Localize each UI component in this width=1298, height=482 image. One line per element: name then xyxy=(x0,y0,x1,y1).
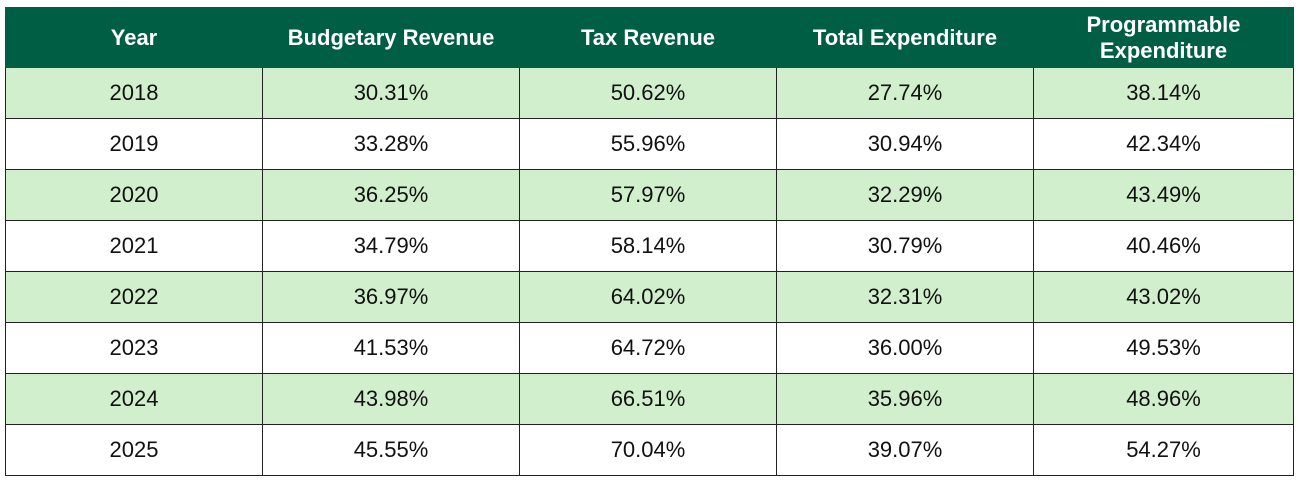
programmable-expenditure-cell: 42.34% xyxy=(1033,118,1294,170)
table-row: 2024 43.98% 66.51% 35.96% 48.96% xyxy=(5,373,1294,425)
budgetary-revenue-cell: 34.79% xyxy=(262,220,520,272)
tax-revenue-cell: 58.14% xyxy=(519,220,777,272)
table-row: 2019 33.28% 55.96% 30.94% 42.34% xyxy=(5,118,1294,170)
total-expenditure-cell: 35.96% xyxy=(776,373,1034,425)
budgetary-revenue-cell: 45.55% xyxy=(262,424,520,476)
year-cell: 2021 xyxy=(5,220,263,272)
programmable-expenditure-cell: 38.14% xyxy=(1033,67,1294,119)
table-body: 2018 30.31% 50.62% 27.74% 38.14% 2019 33.28% 55… xyxy=(5,67,1294,476)
tax-revenue-cell: 64.02% xyxy=(519,271,777,323)
tax-revenue-cell: 70.04% xyxy=(519,424,777,476)
column-header-tax-revenue: Tax Revenue xyxy=(519,7,777,68)
year-cell: 2019 xyxy=(5,118,263,170)
budgetary-revenue-cell: 41.53% xyxy=(262,322,520,374)
tax-revenue-cell: 50.62% xyxy=(519,67,777,119)
year-cell: 2020 xyxy=(5,169,263,221)
header-row: Year Budgetary Revenue Tax Revenue Total… xyxy=(5,7,1294,68)
column-header-budgetary-revenue: Budgetary Revenue xyxy=(262,7,520,68)
year-cell: 2025 xyxy=(5,424,263,476)
budgetary-revenue-cell: 36.25% xyxy=(262,169,520,221)
year-cell: 2023 xyxy=(5,322,263,374)
tax-revenue-cell: 55.96% xyxy=(519,118,777,170)
column-header-year: Year xyxy=(5,7,263,68)
table-row: 2025 45.55% 70.04% 39.07% 54.27% xyxy=(5,424,1294,476)
programmable-expenditure-cell: 54.27% xyxy=(1033,424,1294,476)
programmable-expenditure-cell: 43.02% xyxy=(1033,271,1294,323)
budgetary-revenue-cell: 43.98% xyxy=(262,373,520,425)
total-expenditure-cell: 39.07% xyxy=(776,424,1034,476)
table-row: 2023 41.53% 64.72% 36.00% 49.53% xyxy=(5,322,1294,374)
tax-revenue-cell: 57.97% xyxy=(519,169,777,221)
table-row: 2021 34.79% 58.14% 30.79% 40.46% xyxy=(5,220,1294,272)
total-expenditure-cell: 32.31% xyxy=(776,271,1034,323)
programmable-expenditure-cell: 40.46% xyxy=(1033,220,1294,272)
year-cell: 2018 xyxy=(5,67,263,119)
year-cell: 2024 xyxy=(5,373,263,425)
budgetary-revenue-cell: 30.31% xyxy=(262,67,520,119)
column-header-programmable-expenditure: Programmable Expenditure xyxy=(1033,7,1294,68)
tax-revenue-cell: 64.72% xyxy=(519,322,777,374)
tax-revenue-cell: 66.51% xyxy=(519,373,777,425)
total-expenditure-cell: 30.79% xyxy=(776,220,1034,272)
total-expenditure-cell: 27.74% xyxy=(776,67,1034,119)
table-row: 2022 36.97% 64.02% 32.31% 43.02% xyxy=(5,271,1294,323)
total-expenditure-cell: 30.94% xyxy=(776,118,1034,170)
budgetary-revenue-cell: 33.28% xyxy=(262,118,520,170)
budgetary-revenue-cell: 36.97% xyxy=(262,271,520,323)
programmable-expenditure-cell: 43.49% xyxy=(1033,169,1294,221)
data-table-container: Year Budgetary Revenue Tax Revenue Total… xyxy=(5,7,1294,476)
column-header-total-expenditure: Total Expenditure xyxy=(776,7,1034,68)
programmable-expenditure-cell: 49.53% xyxy=(1033,322,1294,374)
table-row: 2018 30.31% 50.62% 27.74% 38.14% xyxy=(5,67,1294,119)
total-expenditure-cell: 32.29% xyxy=(776,169,1034,221)
programmable-expenditure-cell: 48.96% xyxy=(1033,373,1294,425)
total-expenditure-cell: 36.00% xyxy=(776,322,1034,374)
year-cell: 2022 xyxy=(5,271,263,323)
data-table: Year Budgetary Revenue Tax Revenue Total… xyxy=(5,7,1294,476)
table-row: 2020 36.25% 57.97% 32.29% 43.49% xyxy=(5,169,1294,221)
